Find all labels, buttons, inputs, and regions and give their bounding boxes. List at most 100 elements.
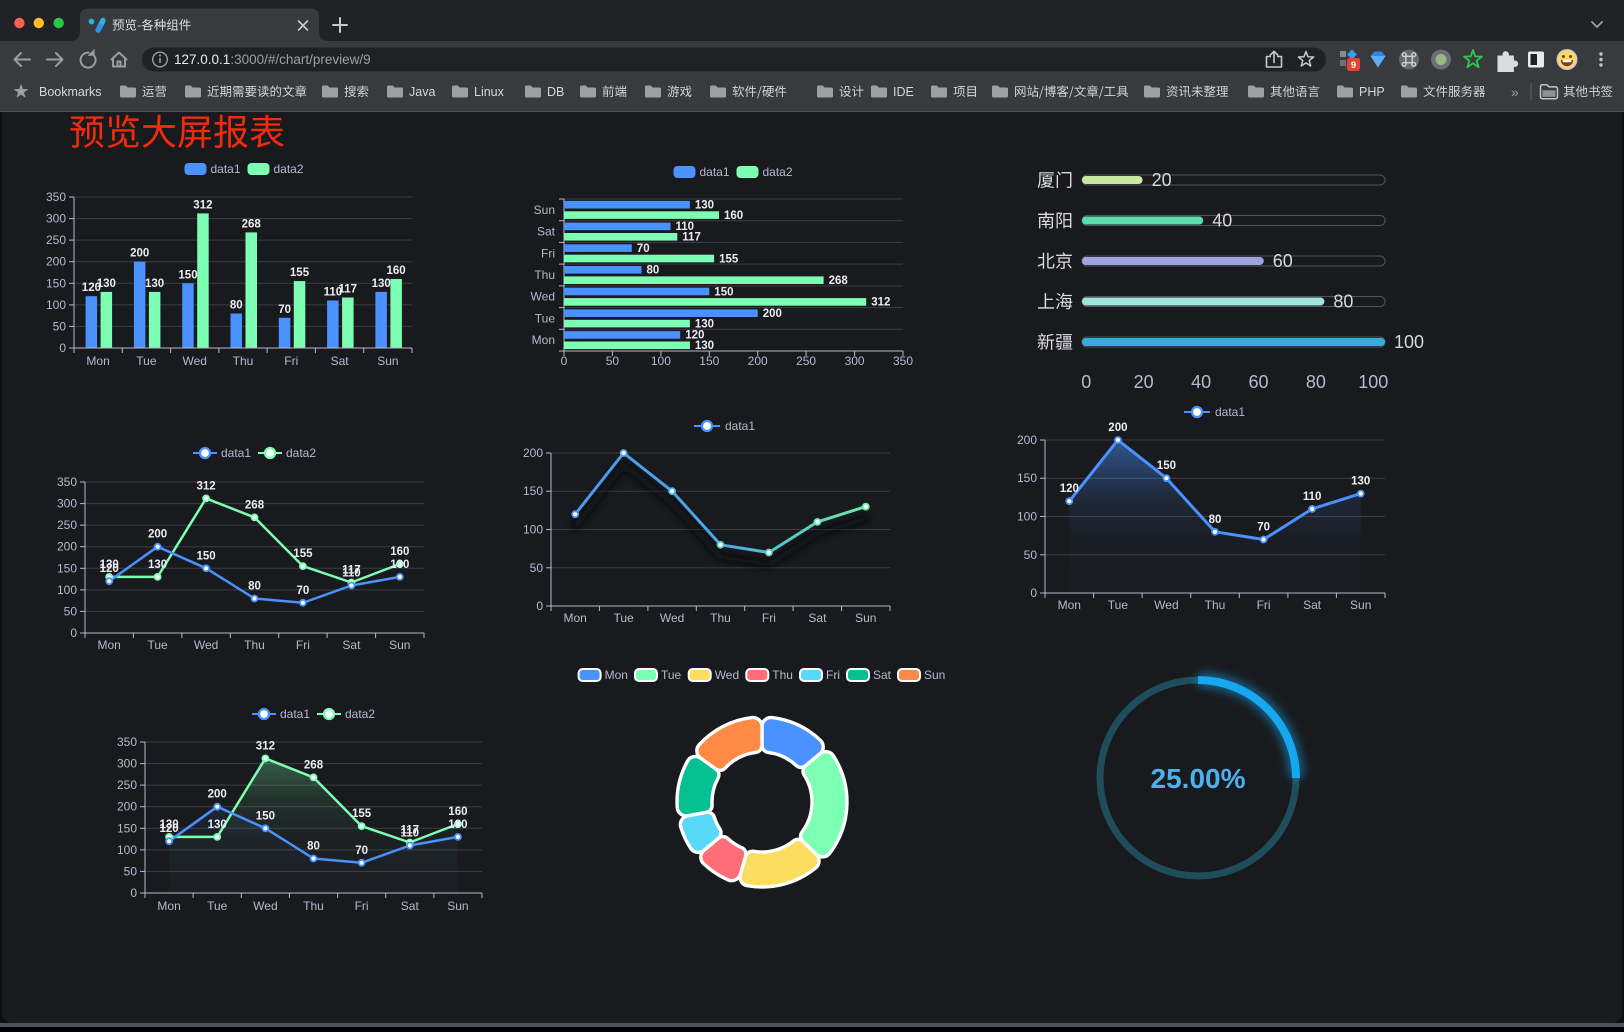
svg-text:200: 200 [57,540,77,554]
svg-text:50: 50 [124,864,138,878]
svg-text:200: 200 [208,789,227,801]
svg-text:160: 160 [448,806,467,818]
svg-text:80: 80 [307,841,320,853]
svg-text:Sun: Sun [924,668,945,682]
svg-text:0: 0 [561,354,568,368]
svg-text:80: 80 [230,300,243,312]
svg-text:117: 117 [339,284,358,296]
svg-text:80: 80 [647,265,660,277]
svg-text:110: 110 [401,828,420,840]
svg-text:130: 130 [160,819,179,831]
svg-text:160: 160 [387,265,406,277]
svg-text:data2: data2 [763,165,793,179]
svg-text:130: 130 [372,278,391,290]
svg-text:Thu: Thu [303,899,324,913]
svg-text:150: 150 [699,354,719,368]
svg-text:IDE: IDE [893,85,914,99]
svg-text:PHP: PHP [1359,85,1385,99]
svg-text:Fri: Fri [826,668,840,682]
svg-text:150: 150 [57,561,77,575]
svg-text:312: 312 [193,199,212,211]
svg-text:160: 160 [390,546,409,558]
svg-text:Linux: Linux [474,85,505,99]
svg-text:130: 130 [448,819,467,831]
svg-text:150: 150 [256,810,275,822]
svg-text:Wed: Wed [531,290,555,304]
svg-text:Wed: Wed [715,668,739,682]
svg-text:155: 155 [352,808,372,820]
svg-text:200: 200 [523,446,543,460]
svg-text:200: 200 [763,308,782,320]
svg-text:0: 0 [59,341,66,355]
svg-text:300: 300 [117,757,137,771]
svg-text:110: 110 [324,287,343,299]
svg-text:120: 120 [100,563,119,575]
svg-text:250: 250 [117,778,137,792]
svg-text:120: 120 [685,330,704,342]
svg-text:40: 40 [1212,211,1232,231]
svg-text:Wed: Wed [660,611,684,625]
svg-text:110: 110 [342,568,361,580]
svg-text:350: 350 [117,735,137,749]
svg-text:data2: data2 [274,162,304,176]
svg-text:Fri: Fri [762,611,776,625]
svg-text:268: 268 [242,218,262,230]
svg-text:150: 150 [1157,460,1176,472]
svg-text:80: 80 [1333,292,1353,312]
svg-text:155: 155 [290,267,310,279]
svg-text:80: 80 [1306,372,1326,392]
svg-text:Tue: Tue [1108,598,1129,612]
svg-text:Fri: Fri [296,638,310,652]
svg-text:Thu: Thu [1205,598,1226,612]
svg-text:100: 100 [651,354,671,368]
svg-text:127.0.0.1:3000/#/chart/preview: 127.0.0.1:3000/#/chart/preview/9 [174,52,371,67]
svg-text:130: 130 [208,819,227,831]
svg-text:Wed: Wed [194,638,218,652]
svg-text:268: 268 [829,275,849,287]
svg-text:Sat: Sat [401,899,420,913]
svg-text:130: 130 [148,559,167,571]
svg-text:150: 150 [714,286,733,298]
svg-text:Tue: Tue [613,611,634,625]
svg-text:data2: data2 [286,446,316,460]
svg-text:Mon: Mon [86,354,109,368]
svg-text:80: 80 [248,581,261,593]
svg-text:200: 200 [117,800,137,814]
svg-text:Fri: Fri [355,899,369,913]
svg-text:100: 100 [57,583,77,597]
svg-text:Thu: Thu [233,354,254,368]
svg-text:Sun: Sun [534,203,555,217]
svg-text:120: 120 [82,282,101,294]
svg-text:268: 268 [304,759,324,771]
svg-text:155: 155 [293,548,313,560]
svg-text:0: 0 [130,886,137,900]
svg-text:250: 250 [46,233,66,247]
svg-text:155: 155 [719,253,739,265]
svg-text:Tue: Tue [147,638,168,652]
svg-text:Sun: Sun [1350,598,1371,612]
svg-text:Fri: Fri [1257,598,1271,612]
svg-text:268: 268 [245,499,265,511]
svg-text:data1: data1 [700,165,730,179]
svg-text:0: 0 [70,626,77,640]
svg-text:200: 200 [748,354,768,368]
svg-text:70: 70 [297,585,310,597]
svg-text:50: 50 [64,604,78,618]
svg-text:25.00%: 25.00% [1151,763,1246,794]
svg-text:100: 100 [1358,372,1388,392]
svg-text:20: 20 [1134,372,1154,392]
svg-text:200: 200 [46,255,66,269]
svg-text:Tue: Tue [661,668,682,682]
svg-text:150: 150 [46,276,66,290]
svg-text:Tue: Tue [535,311,556,325]
svg-text:60: 60 [1273,251,1293,271]
svg-text:Wed: Wed [182,354,206,368]
svg-text:120: 120 [1060,483,1079,495]
svg-text:312: 312 [256,740,275,752]
svg-text:data1: data1 [221,446,251,460]
svg-text:70: 70 [1257,522,1270,534]
svg-text:Sat: Sat [808,611,827,625]
svg-text:100: 100 [523,523,543,537]
svg-text:110: 110 [676,221,695,233]
svg-text:Thu: Thu [710,611,731,625]
